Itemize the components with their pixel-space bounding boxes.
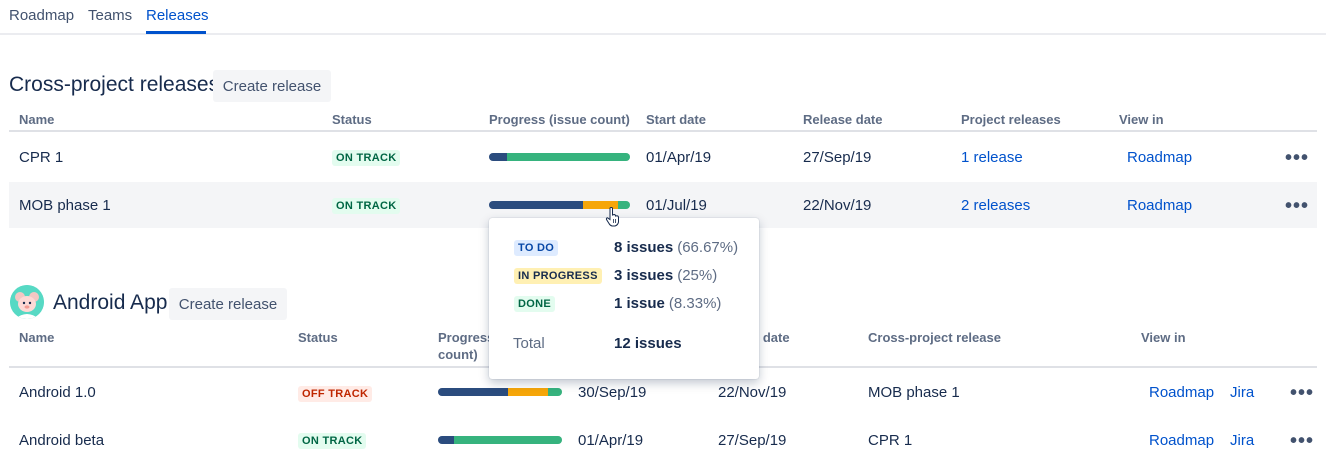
header-progress-line2: count) <box>438 347 478 362</box>
header-release-date: e date <box>752 330 790 345</box>
active-tab-indicator <box>146 31 206 34</box>
start-date: 01/Apr/19 <box>646 149 712 166</box>
more-icon[interactable]: ••• <box>1290 382 1315 404</box>
progress-todo-segment <box>438 388 508 396</box>
in-progress-count-value: 3 issues <box>614 267 674 284</box>
progress-todo-segment <box>438 436 454 444</box>
header-view-in: View in <box>1141 330 1186 345</box>
tab-teams[interactable]: Teams <box>88 7 133 24</box>
view-in-jira-link[interactable]: Jira <box>1230 384 1255 401</box>
tab-roadmap[interactable]: Roadmap <box>9 7 75 24</box>
progress-in-progress-segment <box>583 201 619 209</box>
more-icon[interactable]: ••• <box>1285 195 1310 217</box>
more-icon[interactable]: ••• <box>1290 430 1315 452</box>
progress-todo-segment <box>489 201 583 209</box>
android-avatar-icon <box>10 285 44 319</box>
in-progress-lozenge: IN PROGRESS <box>514 268 602 284</box>
tab-releases[interactable]: Releases <box>146 7 209 24</box>
start-date: 01/Jul/19 <box>646 197 707 214</box>
header-start-date: Start date <box>646 112 706 127</box>
done-lozenge: DONE <box>514 296 555 312</box>
header-progress: Progress <box>438 330 495 345</box>
release-name: MOB phase 1 <box>19 197 111 214</box>
in-progress-percent: (25%) <box>677 267 718 284</box>
create-cross-project-release-button[interactable]: Create release <box>213 70 331 102</box>
todo-count-value: 8 issues <box>614 239 674 256</box>
progress-done-segment <box>548 388 562 396</box>
progress-in-progress-segment <box>508 388 548 396</box>
status-badge: ON TRACK <box>298 433 367 449</box>
header-name: Name <box>19 112 55 127</box>
release-date: 22/Nov/19 <box>803 197 872 214</box>
progress-bar[interactable] <box>438 436 562 444</box>
pointer-cursor-icon <box>605 207 621 232</box>
more-icon[interactable]: ••• <box>1285 147 1310 169</box>
release-date: 27/Sep/19 <box>718 432 787 449</box>
release-name: Android 1.0 <box>19 384 96 401</box>
start-date: 01/Apr/19 <box>578 432 644 449</box>
progress-bar[interactable] <box>438 388 562 396</box>
view-in-jira-link[interactable]: Jira <box>1230 432 1255 449</box>
in-progress-count: 3 issues (25%) <box>614 267 717 284</box>
cross-project-release: CPR 1 <box>868 432 913 449</box>
header-project-releases: Project releases <box>961 112 1061 127</box>
progress-todo-segment <box>489 153 507 161</box>
header-view-in: View in <box>1119 112 1164 127</box>
create-android-release-button[interactable]: Create release <box>169 288 287 320</box>
todo-count: 8 issues (66.67%) <box>614 239 738 256</box>
progress-done-segment <box>506 153 630 161</box>
release-date: 27/Sep/19 <box>803 149 872 166</box>
header-name: Name <box>19 330 55 345</box>
view-in-roadmap-link[interactable]: Roadmap <box>1127 197 1193 214</box>
android-app-title: Android App <box>53 291 168 314</box>
cross-project-release: MOB phase 1 <box>868 384 960 401</box>
total-label: Total <box>513 335 545 352</box>
status-badge: OFF TRACK <box>298 386 373 402</box>
done-count-value: 1 issue <box>614 295 665 312</box>
header-cross-project-release: Cross-project release <box>868 330 1001 345</box>
progress-done-segment <box>618 201 630 209</box>
release-date: 22/Nov/19 <box>718 384 787 401</box>
todo-percent: (66.67%) <box>677 239 739 256</box>
project-releases-link[interactable]: 1 release <box>961 149 1023 166</box>
progress-bar[interactable] <box>489 153 630 161</box>
start-date: 30/Sep/19 <box>578 384 647 401</box>
done-count: 1 issue (8.33%) <box>614 295 721 312</box>
progress-tooltip: TO DO 8 issues (66.67%) IN PROGRESS 3 iss… <box>489 218 759 379</box>
view-in-roadmap-link[interactable]: Roadmap <box>1149 384 1215 401</box>
status-badge: ON TRACK <box>332 150 401 166</box>
done-percent: (8.33%) <box>668 295 722 312</box>
project-releases-link[interactable]: 2 releases <box>961 197 1031 214</box>
status-badge: ON TRACK <box>332 198 401 214</box>
total-value: 12 issues <box>614 335 682 352</box>
progress-done-segment <box>453 436 562 444</box>
header-progress: Progress (issue count) <box>489 112 630 127</box>
view-in-roadmap-link[interactable]: Roadmap <box>1127 149 1193 166</box>
table-divider <box>9 130 1317 132</box>
header-status: Status <box>332 112 372 127</box>
view-in-roadmap-link[interactable]: Roadmap <box>1149 432 1215 449</box>
cross-project-title: Cross-project releases <box>9 73 220 96</box>
progress-bar[interactable] <box>489 201 630 209</box>
top-tabs <box>0 0 1326 35</box>
header-status: Status <box>298 330 338 345</box>
release-name: Android beta <box>19 432 105 449</box>
header-release-date: Release date <box>803 112 883 127</box>
todo-lozenge: TO DO <box>514 240 559 256</box>
release-name: CPR 1 <box>19 149 64 166</box>
